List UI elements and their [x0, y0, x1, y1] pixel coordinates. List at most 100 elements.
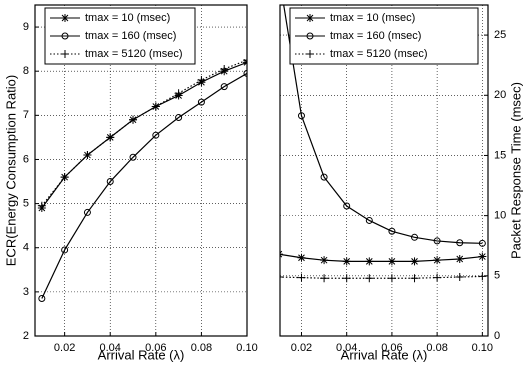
y-tick-label: 4 [23, 242, 29, 254]
series-line [283, 5, 483, 244]
marker [197, 98, 205, 106]
marker [478, 239, 486, 247]
x-tick-label: 0.06 [381, 342, 402, 354]
legend-label: tmax = 160 (msec) [330, 30, 421, 42]
marker [342, 257, 351, 266]
x-tick-label: 0.06 [145, 342, 166, 354]
plot-frame [34, 4, 248, 337]
y-tick-label: 10 [494, 210, 506, 222]
y-tick-label: 5 [494, 270, 500, 282]
marker [410, 274, 419, 283]
marker [455, 273, 464, 282]
series-line [41, 61, 247, 209]
y-tick-label: 2 [23, 330, 29, 342]
y-tick-label: 25 [494, 29, 506, 41]
y-axis-label: Packet Response Time (msec) [508, 82, 523, 259]
marker [478, 272, 487, 281]
y-tick-label: 7 [23, 109, 29, 121]
marker [320, 173, 328, 181]
marker [106, 133, 115, 142]
legend-label: tmax = 5120 (msec) [330, 48, 428, 60]
x-axis-label: Arrival Rate (λ) [341, 347, 428, 362]
y-tick-label: 8 [23, 65, 29, 77]
marker [365, 216, 373, 224]
plot-area [37, 56, 247, 302]
marker [433, 273, 442, 282]
marker [38, 294, 46, 302]
x-axis-label: Arrival Rate (λ) [98, 347, 185, 362]
marker [61, 14, 69, 22]
marker [387, 257, 396, 266]
x-tick-label: 0.10 [472, 342, 493, 354]
marker [455, 254, 464, 263]
marker [280, 250, 283, 258]
legend-label: tmax = 10 (msec) [330, 12, 415, 24]
marker [37, 201, 46, 210]
marker [433, 256, 442, 265]
legend-label: tmax = 160 (msec) [85, 30, 176, 42]
marker [388, 227, 396, 235]
series-line [41, 72, 247, 299]
y-tick-label: 6 [23, 153, 29, 165]
marker [175, 114, 183, 122]
series-line [280, 253, 483, 262]
marker [365, 257, 374, 266]
y-tick-label: 5 [23, 198, 29, 210]
y-tick-label: 9 [23, 21, 29, 33]
marker [61, 246, 69, 254]
marker [343, 202, 351, 210]
marker [306, 50, 314, 58]
x-tick-label: 0.02 [54, 342, 75, 354]
marker [129, 115, 138, 124]
y-tick-label: 15 [494, 149, 506, 161]
marker [320, 256, 329, 265]
x-tick-label: 0.02 [291, 342, 312, 354]
marker [220, 83, 228, 91]
x-tick-label: 0.04 [336, 342, 357, 354]
x-tick-label: 0.08 [426, 342, 447, 354]
marker [297, 253, 306, 262]
marker [220, 64, 229, 73]
marker [106, 178, 114, 186]
marker [197, 76, 206, 85]
marker [243, 69, 247, 77]
y-tick-label: 3 [23, 286, 29, 298]
marker [306, 14, 314, 22]
legend-label: tmax = 5120 (msec) [85, 48, 183, 60]
marker [342, 274, 351, 283]
marker [151, 102, 160, 111]
marker [297, 112, 305, 120]
x-tick-label: 0.08 [191, 342, 212, 354]
marker [410, 257, 419, 266]
marker [411, 233, 419, 241]
x-tick-label: 0.04 [100, 342, 121, 354]
marker [83, 151, 92, 160]
marker [152, 131, 160, 139]
marker [243, 56, 247, 65]
marker [387, 274, 396, 283]
marker [306, 32, 314, 40]
marker [83, 208, 91, 216]
marker [280, 276, 283, 278]
legend-label: tmax = 10 (msec) [85, 12, 170, 24]
marker [478, 252, 487, 261]
marker [320, 274, 329, 283]
y-tick-label: 0 [494, 330, 500, 342]
marker [297, 273, 306, 282]
marker [365, 274, 374, 283]
marker [433, 237, 441, 245]
plot-area [280, 5, 487, 283]
marker [60, 173, 69, 182]
y-tick-label: 20 [494, 89, 506, 101]
series-line [280, 275, 483, 279]
y-axis-label: ECR(Energy Consumption Ratio) [3, 75, 18, 266]
x-tick-label: 0.10 [236, 342, 257, 354]
marker [61, 32, 69, 40]
series-line [41, 59, 247, 207]
marker [61, 50, 69, 58]
marker [456, 239, 464, 247]
marker [174, 89, 183, 98]
marker [129, 153, 137, 161]
plot-frame [279, 4, 489, 337]
